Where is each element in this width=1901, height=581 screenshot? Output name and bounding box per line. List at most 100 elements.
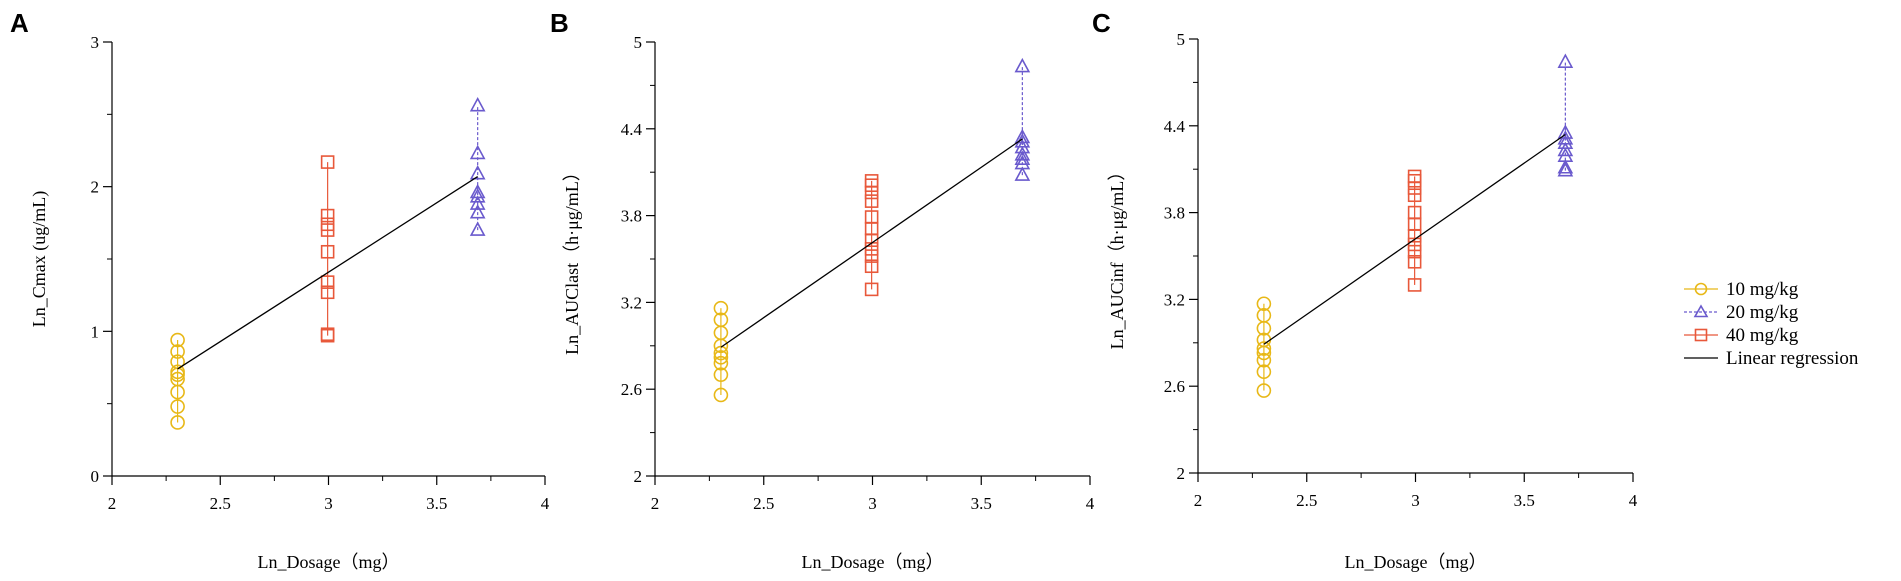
legend: 10 mg/kg 20 mg/kg 40 mg/kg Linear regres… — [1684, 279, 1859, 369]
legend-item-20mg: 20 mg/kg — [1684, 302, 1799, 323]
data-point-square — [864, 259, 879, 274]
data-point-triangle — [1557, 161, 1574, 177]
data-point-square — [864, 174, 879, 188]
legend-label-20mg: 20 mg/kg — [1726, 302, 1799, 323]
x-tick-label: 3 — [324, 494, 333, 513]
data-point-square — [1407, 169, 1422, 184]
series-10-mg-kg — [1256, 296, 1272, 398]
panel-letter: B — [550, 8, 569, 38]
y-tick-label: 2.6 — [1164, 377, 1185, 396]
series-40-mg-kg — [1407, 169, 1422, 292]
data-point-square — [864, 249, 879, 263]
x-tick-label: 3.5 — [1514, 491, 1535, 510]
data-point-square — [1407, 237, 1422, 252]
legend-marker-circle — [1694, 282, 1708, 296]
data-point-circle — [170, 371, 185, 387]
y-tick-label: 0 — [91, 467, 100, 486]
series-10-mg-kg — [713, 300, 729, 403]
y-axis-title: Ln_AUClast（h·μg/mL） — [562, 163, 582, 355]
panel-letter: C — [1092, 8, 1111, 38]
chart-panel-a: A 0 1 2 3 2 2.5 3 3.5 4 Ln_Dosage（mg） Ln_Cmax (ug/m… — [10, 8, 550, 572]
chart-panel-c: C 2 2.6 3.2 3.8 4.4 5 2 2.5 3 3.5 4 Ln_Dosage（mg） Ln_… — [1092, 8, 1638, 572]
data-point-triangle — [469, 183, 486, 199]
data-point-square — [320, 208, 335, 223]
y-tick-label: 3.8 — [621, 207, 642, 226]
data-point-circle — [170, 399, 185, 414]
x-tick-label: 2.5 — [1296, 491, 1317, 510]
data-point-triangle — [1557, 159, 1574, 174]
y-tick-label: 2 — [91, 178, 100, 197]
y-tick-label: 4.4 — [621, 120, 643, 139]
data-point-circle — [170, 415, 185, 430]
regression-line — [720, 138, 1023, 348]
data-point-square — [1407, 205, 1422, 220]
x-tick-label: 4 — [1629, 491, 1638, 510]
data-point-circle — [713, 312, 729, 328]
data-point-square — [864, 210, 879, 224]
legend-label-regression: Linear regression — [1726, 348, 1859, 369]
data-point-square — [320, 275, 335, 289]
legend-marker-square — [1694, 328, 1708, 342]
y-tick-label: 5 — [634, 33, 643, 52]
data-point-triangle — [469, 164, 486, 180]
legend-item-10mg: 10 mg/kg — [1684, 279, 1799, 300]
x-tick-label: 3.5 — [426, 494, 447, 513]
x-tick-label: 4 — [541, 494, 550, 513]
legend-label-10mg: 10 mg/kg — [1726, 279, 1799, 300]
data-point-triangle — [1014, 128, 1031, 144]
data-point-triangle — [1557, 141, 1574, 157]
x-axis-title: Ln_Dosage（mg） — [1345, 552, 1487, 572]
data-point-circle — [1256, 341, 1272, 356]
x-tick-label: 3 — [868, 494, 877, 513]
legend-item-40mg: 40 mg/kg — [1684, 325, 1799, 346]
x-tick-label: 2.5 — [210, 494, 231, 513]
series-40-mg-kg — [320, 155, 335, 343]
x-tick-label: 3 — [1411, 491, 1420, 510]
data-point-triangle — [1557, 124, 1574, 139]
data-point-triangle — [1014, 146, 1031, 161]
y-tick-label: 3 — [91, 33, 100, 52]
series-20-mg-kg — [1557, 53, 1574, 177]
legend-item-regression: Linear regression — [1684, 348, 1859, 369]
y-tick-label: 3.2 — [1164, 290, 1185, 309]
data-point-triangle — [1557, 53, 1574, 68]
data-point-circle — [1256, 352, 1272, 368]
data-point-triangle — [1014, 150, 1031, 165]
data-point-triangle — [1014, 154, 1031, 170]
legend-marker-triangle — [1693, 304, 1709, 318]
data-point-circle — [170, 332, 185, 348]
data-point-circle — [1256, 296, 1272, 312]
data-point-square — [1407, 188, 1422, 203]
data-point-circle — [1256, 364, 1272, 380]
data-point-triangle — [1557, 134, 1574, 149]
data-point-circle — [713, 367, 729, 383]
y-tick-label: 3.8 — [1164, 204, 1185, 223]
y-tick-label: 4.4 — [1164, 117, 1186, 136]
data-point-square — [864, 194, 879, 208]
legend-label-40mg: 40 mg/kg — [1726, 325, 1799, 346]
data-point-circle — [1256, 383, 1272, 398]
data-point-circle — [713, 350, 729, 365]
data-point-square — [320, 155, 335, 169]
data-point-square — [320, 217, 335, 232]
data-point-circle — [170, 364, 185, 380]
x-axis-title: Ln_Dosage（mg） — [258, 552, 400, 572]
data-point-triangle — [1014, 57, 1031, 73]
data-point-square — [320, 285, 335, 300]
y-tick-label: 2.6 — [621, 380, 642, 399]
data-point-circle — [713, 387, 729, 403]
data-point-square — [320, 244, 335, 259]
data-point-triangle — [469, 96, 486, 112]
data-point-triangle — [469, 144, 486, 160]
y-tick-label: 2 — [634, 467, 643, 486]
series-20-mg-kg — [469, 96, 486, 236]
series-20-mg-kg — [1014, 57, 1031, 181]
data-point-circle — [713, 300, 729, 316]
y-tick-label: 5 — [1177, 30, 1186, 49]
series-40-mg-kg — [864, 174, 879, 297]
chart-panels: A 0 1 2 3 2 2.5 3 3.5 4 Ln_Dosage（mg） Ln_Cmax (ug/m… — [10, 8, 1638, 572]
data-point-circle — [170, 344, 185, 359]
regression-line — [1263, 133, 1566, 345]
x-tick-label: 3.5 — [971, 494, 992, 513]
